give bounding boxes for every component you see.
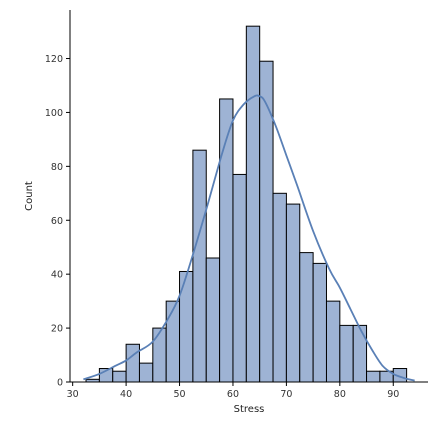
histogram-bar	[165, 300, 181, 383]
histogram-bar	[366, 370, 381, 383]
histogram-bar	[152, 327, 167, 383]
histogram-bar	[245, 25, 261, 383]
histogram-bar	[138, 362, 154, 383]
y-tick-label: 80	[51, 162, 63, 173]
histogram-bar	[325, 300, 341, 383]
histogram-bar	[192, 149, 207, 383]
y-tick-label: 60	[51, 216, 63, 227]
histogram-bar	[339, 324, 354, 383]
x-axis-ticks: 30 40 50 60 70 80 90	[67, 382, 399, 400]
histogram-bar	[285, 203, 301, 383]
y-tick-label: 120	[45, 54, 63, 65]
histogram-bar	[299, 252, 314, 383]
histogram-bar	[312, 262, 327, 383]
x-tick-label: 90	[387, 389, 399, 400]
x-tick-label: 80	[334, 389, 346, 400]
histogram-bars	[85, 25, 408, 383]
kde-curve	[83, 94, 415, 382]
histogram-bar	[272, 192, 287, 383]
histogram-bar	[112, 370, 127, 383]
x-tick-label: 40	[120, 389, 132, 400]
x-tick-label: 50	[173, 389, 185, 400]
x-tick-label: 60	[227, 389, 239, 400]
x-tick-label: 70	[280, 389, 292, 400]
histogram-bar	[205, 257, 221, 383]
y-axis-label: Count	[24, 181, 35, 211]
histogram-bar	[352, 324, 368, 383]
y-tick-label: 100	[45, 108, 63, 119]
y-axis-ticks: 0 20 40 60 80 100 120	[45, 54, 70, 389]
histogram-bar	[259, 60, 274, 383]
histogram-bar	[125, 343, 140, 383]
y-tick-label: 0	[57, 378, 63, 389]
y-tick-label: 40	[51, 270, 63, 281]
histogram-bar	[232, 173, 247, 383]
y-tick-label: 20	[51, 324, 63, 335]
x-axis-label: Stress	[234, 404, 265, 415]
x-tick-label: 30	[67, 389, 79, 400]
